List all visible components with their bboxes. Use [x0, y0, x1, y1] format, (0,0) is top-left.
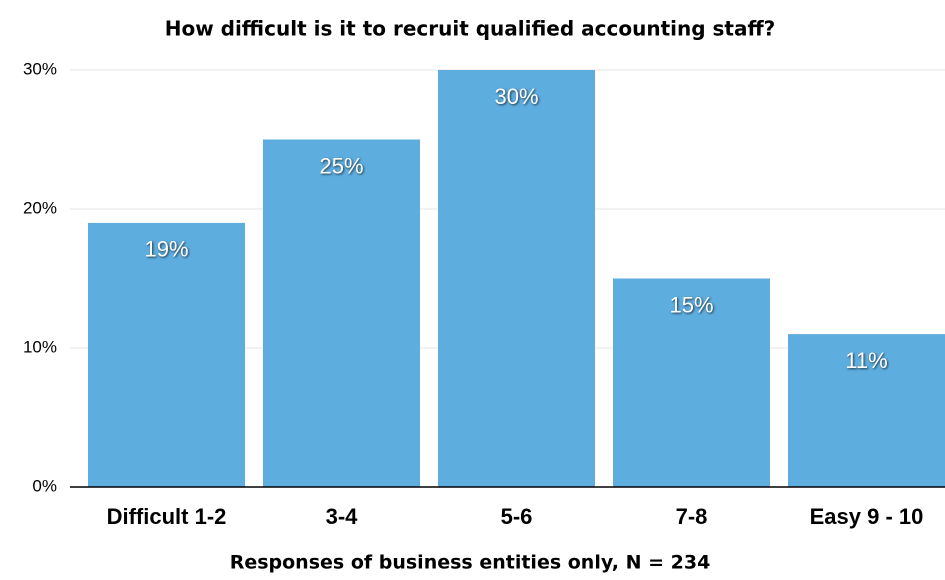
bar — [438, 70, 595, 487]
y-tick-label: 0% — [32, 476, 57, 495]
chart-title: How difficult is it to recruit qualified… — [165, 17, 776, 41]
value-label: 11% — [845, 348, 887, 373]
x-tick-label: 7-8 — [676, 504, 708, 529]
y-tick-label: 20% — [23, 198, 57, 217]
value-label: 25% — [319, 153, 363, 178]
value-label: 15% — [669, 292, 713, 317]
x-tick-label: 5-6 — [501, 504, 533, 529]
bar — [613, 278, 770, 487]
value-label: 19% — [144, 237, 188, 262]
bar — [788, 334, 945, 487]
x-tick-label: Difficult 1-2 — [107, 504, 227, 529]
y-tick-label: 10% — [23, 337, 57, 356]
x-tick-label: 3-4 — [326, 504, 359, 529]
y-tick-label: 30% — [23, 59, 57, 78]
bar — [88, 222, 245, 487]
value-label: 30% — [494, 84, 538, 109]
x-tick-label: Easy 9 - 10 — [810, 504, 924, 529]
bar — [263, 139, 420, 487]
x-axis-label: Responses of business entities only, N =… — [230, 552, 711, 574]
